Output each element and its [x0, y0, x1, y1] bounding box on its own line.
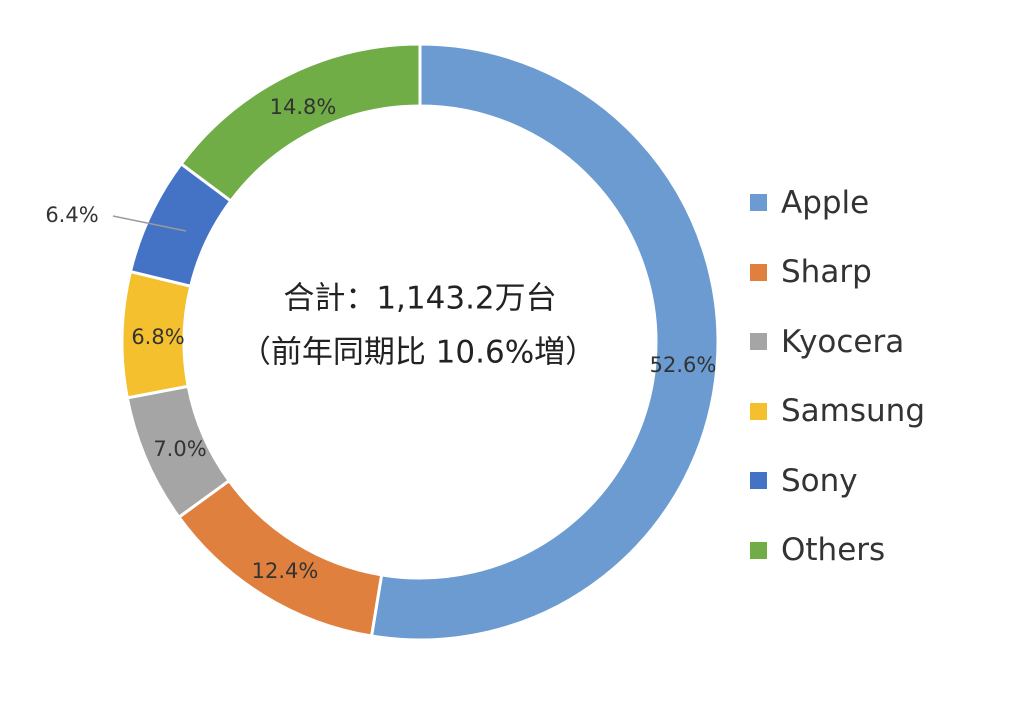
legend-swatch-apple — [750, 194, 767, 212]
center-growth-label: （前年同期比 10.6%増） — [240, 335, 596, 371]
legend-item-sharp: Sharp — [750, 238, 925, 308]
chart-legend: Apple Sharp Kyocera Samsung Sony Others — [750, 168, 925, 585]
slice-others — [179, 42, 422, 203]
legend-swatch-sharp — [750, 263, 767, 281]
legend-label-sharp: Sharp — [781, 254, 872, 291]
legend-label-kyocera: Kyocera — [781, 323, 905, 360]
sony-leader-line — [112, 215, 187, 232]
legend-label-apple: Apple — [781, 184, 870, 221]
slice-labels: 52.6% 12.4% 7.0% 6.8% 6.4% 14.8% — [45, 95, 716, 583]
legend-label-sony: Sony — [781, 462, 858, 499]
slice-label-others: 14.8% — [270, 95, 337, 119]
legend-label-samsung: Samsung — [781, 393, 925, 430]
slice-label-kyocera: 7.0% — [153, 437, 206, 461]
legend-item-samsung: Samsung — [750, 377, 925, 447]
donut-slices — [120, 42, 720, 642]
legend-item-kyocera: Kyocera — [750, 307, 925, 377]
legend-item-apple: Apple — [750, 168, 925, 238]
center-total-label: 合計：1,143.2万台 — [283, 281, 556, 317]
legend-swatch-sony — [750, 472, 767, 490]
legend-item-others: Others — [750, 516, 925, 586]
legend-item-sony: Sony — [750, 446, 925, 516]
legend-swatch-samsung — [750, 402, 767, 420]
legend-swatch-kyocera — [750, 333, 767, 351]
slice-label-sony: 6.4% — [45, 203, 98, 227]
slice-label-sharp: 12.4% — [252, 559, 319, 583]
slice-apple — [369, 42, 720, 642]
slice-label-apple: 52.6% — [650, 353, 717, 377]
slice-label-samsung: 6.8% — [131, 325, 184, 349]
legend-label-others: Others — [781, 532, 886, 569]
legend-swatch-others — [750, 541, 767, 559]
